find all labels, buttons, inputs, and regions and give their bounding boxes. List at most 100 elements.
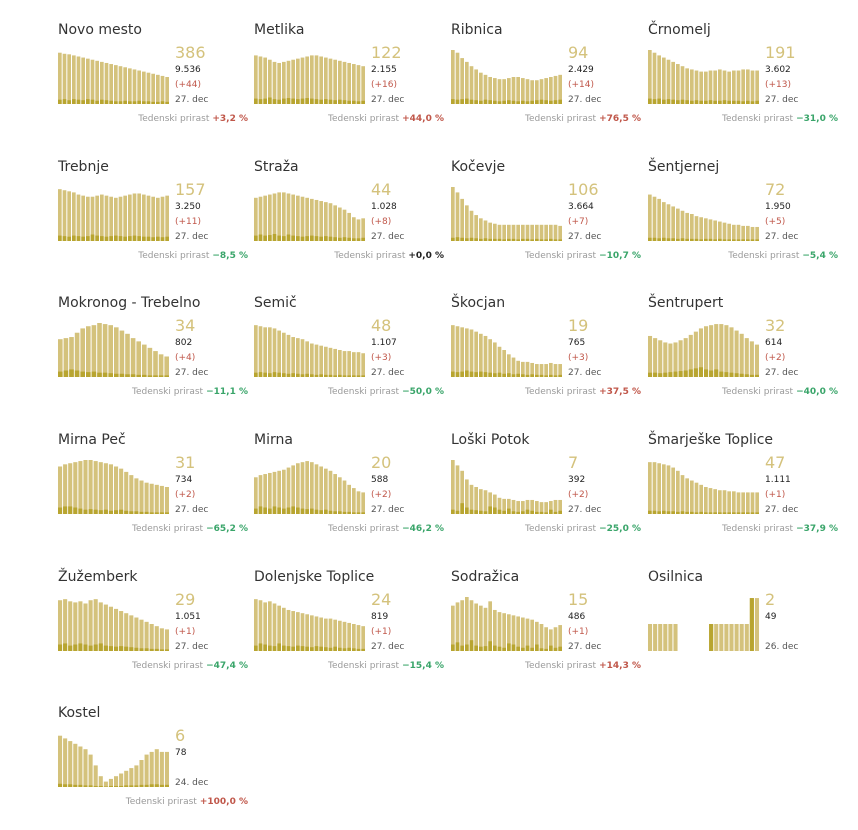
bar-new-cases bbox=[144, 511, 149, 514]
bar-new-cases bbox=[58, 371, 63, 377]
bar-new-cases bbox=[455, 510, 460, 514]
bar-active bbox=[729, 624, 734, 651]
bar-new-cases bbox=[511, 374, 516, 377]
bar-new-cases bbox=[282, 508, 286, 514]
weekly-growth: Tedenski prirast −50,0 % bbox=[328, 387, 444, 397]
bar-active bbox=[685, 212, 689, 241]
bar-active bbox=[123, 195, 127, 241]
bar-active bbox=[149, 624, 154, 651]
total-cases-value: 3.250 bbox=[175, 202, 201, 212]
bar-new-cases bbox=[539, 239, 544, 241]
bar-active bbox=[98, 776, 103, 787]
bar-new-cases bbox=[63, 506, 68, 514]
bar-new-cases bbox=[690, 511, 694, 514]
bar-active bbox=[469, 600, 474, 651]
bar-new-cases bbox=[328, 510, 333, 514]
bar-active bbox=[95, 60, 99, 104]
bar-active bbox=[108, 606, 113, 651]
bar-new-cases bbox=[530, 647, 534, 651]
bar-new-cases bbox=[521, 511, 525, 514]
bar-new-cases bbox=[718, 512, 722, 514]
bar-active bbox=[530, 80, 534, 104]
bar-new-cases bbox=[483, 646, 488, 651]
municipality-name: Trebnje bbox=[58, 159, 109, 175]
weekly-growth-value: −15,4 % bbox=[402, 661, 444, 671]
bar-new-cases bbox=[118, 101, 123, 104]
bar-new-cases bbox=[483, 238, 488, 241]
bar-new-cases bbox=[465, 370, 469, 377]
bar-active bbox=[658, 340, 663, 377]
bar-active bbox=[328, 58, 333, 104]
bar-active bbox=[104, 195, 109, 241]
bar-active bbox=[291, 611, 295, 651]
bar-new-cases bbox=[648, 372, 653, 377]
bar-new-cases bbox=[680, 238, 685, 241]
bar-active bbox=[558, 364, 562, 377]
bar-active bbox=[722, 490, 727, 514]
bar-new-cases bbox=[549, 238, 553, 241]
bar-new-cases bbox=[694, 238, 699, 241]
bar-new-cases bbox=[553, 647, 558, 651]
municipality-name: Črnomelj bbox=[648, 22, 711, 38]
weekly-growth-value: −47,4 % bbox=[206, 661, 248, 671]
bar-new-cases bbox=[699, 239, 703, 241]
bar-active bbox=[137, 193, 141, 241]
bar-active bbox=[286, 334, 291, 377]
bar-new-cases bbox=[525, 101, 530, 104]
bar-new-cases bbox=[156, 236, 160, 241]
bar-active bbox=[497, 497, 502, 514]
bar-new-cases bbox=[544, 648, 548, 651]
bar-active bbox=[159, 751, 164, 787]
bar-new-cases bbox=[713, 239, 717, 241]
bar-active bbox=[356, 491, 361, 514]
bar-active bbox=[352, 624, 356, 651]
bar-new-cases bbox=[282, 98, 286, 104]
bar-new-cases bbox=[319, 374, 323, 377]
total-cases-value: 2.155 bbox=[371, 65, 397, 75]
weekly-growth-label: Tedenski prirast bbox=[328, 114, 400, 124]
bar-active bbox=[58, 466, 63, 514]
date-label: 27. dec bbox=[568, 642, 602, 652]
bar-new-cases bbox=[553, 511, 558, 514]
bar-active bbox=[734, 624, 739, 651]
bar-new-cases bbox=[558, 374, 562, 377]
bar-new-cases bbox=[88, 785, 93, 787]
weekly-growth-label: Tedenski prirast bbox=[722, 114, 794, 124]
bar-active bbox=[558, 74, 562, 104]
bar-active bbox=[132, 69, 137, 104]
bar-active bbox=[128, 194, 132, 241]
bar-new-cases bbox=[361, 375, 365, 377]
bar-active bbox=[736, 224, 741, 241]
bar-new-cases bbox=[734, 373, 739, 377]
total-cases-value: 3.664 bbox=[568, 202, 594, 212]
bar-new-cases bbox=[314, 99, 319, 104]
bar-new-cases bbox=[164, 512, 169, 514]
bar-active bbox=[719, 624, 724, 651]
bar-active bbox=[488, 77, 492, 104]
bar-active bbox=[460, 470, 464, 514]
bar-new-cases bbox=[474, 645, 478, 651]
date-label: 27. dec bbox=[568, 368, 602, 378]
bar-active bbox=[469, 484, 474, 514]
bar-new-cases bbox=[666, 511, 671, 514]
bar-active bbox=[114, 327, 119, 377]
bar-new-cases bbox=[361, 237, 365, 241]
bar-new-cases bbox=[165, 236, 169, 241]
bar-active bbox=[676, 208, 680, 241]
total-cases-value: 486 bbox=[568, 612, 586, 622]
bar-new-cases bbox=[497, 372, 502, 377]
bar-active bbox=[516, 616, 520, 651]
bar-active bbox=[469, 329, 474, 377]
bar-active bbox=[104, 62, 109, 104]
total-cases-value: 802 bbox=[175, 338, 193, 348]
bar-active bbox=[103, 781, 108, 787]
bar-new-cases bbox=[352, 375, 356, 377]
bar-active bbox=[296, 612, 300, 651]
bar-active bbox=[685, 68, 689, 104]
bar-new-cases bbox=[544, 512, 548, 514]
bar-new-cases bbox=[72, 235, 76, 241]
bar-active bbox=[333, 59, 337, 104]
bar-active bbox=[361, 492, 365, 514]
bar-new-cases bbox=[676, 511, 680, 514]
bar-new-cases bbox=[104, 100, 109, 104]
